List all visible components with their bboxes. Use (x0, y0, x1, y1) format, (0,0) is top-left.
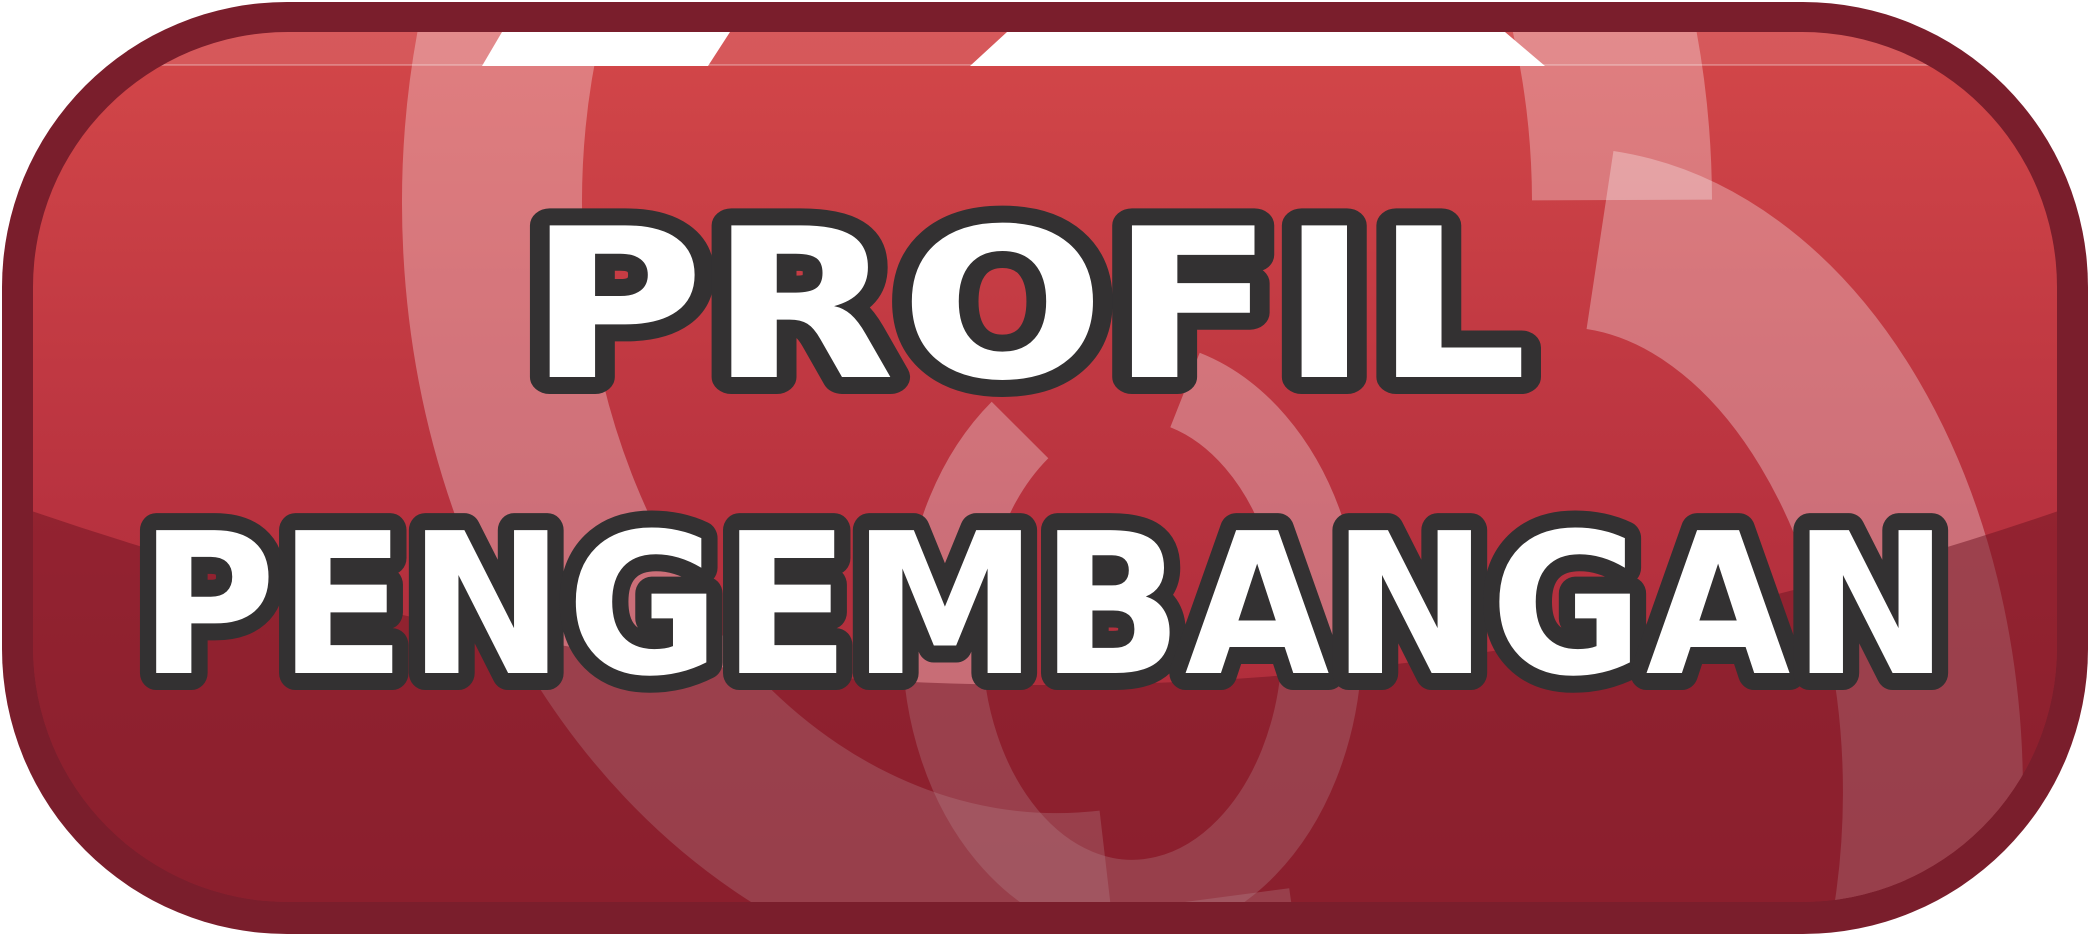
button-label-line2: PENGEMBANGAN (139, 492, 1951, 720)
button-label-line1: PROFIL (528, 185, 1533, 427)
lower-dark-band (33, 500, 2057, 902)
top-white-bar-left (482, 32, 730, 66)
top-white-bar-right (970, 32, 1545, 66)
